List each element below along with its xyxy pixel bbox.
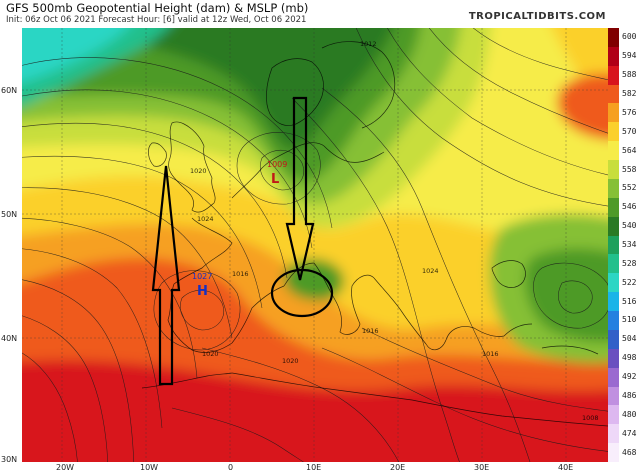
- colorbar-swatch: [608, 273, 619, 293]
- colorbar-label: 486: [622, 390, 637, 400]
- colorbar-swatch: [608, 329, 619, 350]
- colorbar-swatch: [608, 348, 619, 369]
- colorbar-label: 504: [622, 334, 637, 344]
- colorbar-label: 474: [622, 428, 637, 438]
- colorbar-label: 528: [622, 258, 637, 268]
- colorbar-label: 582: [622, 89, 637, 99]
- colorbar-swatch: [608, 28, 619, 48]
- lon-label: 10W: [140, 463, 159, 472]
- colorbar-swatch: [608, 84, 619, 104]
- colorbar-label: 468: [622, 447, 637, 457]
- isobar-label: 1016: [232, 270, 249, 278]
- header: GFS 500mb Geopotential Height (dam) & MS…: [0, 0, 640, 28]
- colorbar-label: 594: [622, 51, 637, 61]
- brand-watermark: TROPICALTIDBITS.COM: [468, 11, 606, 22]
- colorbar-swatch: [608, 160, 619, 180]
- colorbar-swatch: [608, 443, 619, 463]
- colorbar-label: 588: [622, 70, 637, 80]
- colorbar-label: 534: [622, 240, 637, 249]
- colorbar-label: 510: [622, 315, 637, 325]
- colorbar-label: 492: [622, 372, 637, 382]
- colorbar-label: 498: [622, 353, 637, 363]
- lon-label: 20E: [390, 463, 406, 472]
- arrow-up-annotation: [151, 165, 181, 386]
- high-pressure-letter: H: [197, 284, 208, 299]
- lat-label: 50N: [1, 210, 18, 219]
- map-title: GFS 500mb Geopotential Height (dam) & MS…: [6, 1, 309, 15]
- colorbar-label: 564: [622, 145, 637, 155]
- arrow-down-annotation: [285, 96, 315, 281]
- high-pressure-value: 1027: [192, 272, 212, 281]
- lat-label: 60N: [1, 86, 18, 95]
- lat-label: 30N: [1, 455, 18, 464]
- colorbar-swatch: [608, 122, 619, 142]
- colorbar-swatch: [608, 46, 619, 67]
- lon-label: 0: [228, 463, 234, 472]
- colorbar: 600 594 588 582 576 570 564 558 552 546 540 534 528 5…: [608, 28, 640, 463]
- colorbar-label: 558: [622, 164, 637, 174]
- isobars: [22, 28, 608, 462]
- low-pressure-center: 1009 L: [267, 160, 287, 187]
- isobar-label: 1020: [282, 357, 299, 365]
- colorbar-swatch: [608, 386, 619, 406]
- isobar-label: 1012: [360, 40, 377, 48]
- lon-label: 20W: [56, 463, 75, 472]
- lon-label: 40E: [558, 463, 574, 472]
- map-subtitle: Init: 06z Oct 06 2021 Forecast Hour: [6]…: [6, 15, 307, 25]
- colorbar-swatch: [608, 254, 619, 274]
- colorbar-label: 516: [622, 296, 637, 306]
- graticule: [22, 28, 608, 462]
- circle-annotation: [270, 268, 334, 318]
- colorbar-label: 570: [622, 126, 637, 136]
- low-pressure-letter: L: [271, 172, 279, 187]
- colorbar-swatch: [608, 405, 619, 425]
- lat-label: 40N: [1, 334, 18, 343]
- colorbar-swatch: [608, 103, 619, 123]
- colorbar-label: 546: [622, 202, 637, 212]
- colorbar-swatch: [608, 216, 619, 237]
- isobar-label-group: 1012 1020 1024 1016 1020 1016 1024 1020 …: [190, 40, 599, 422]
- colorbar-swatch: [608, 197, 619, 218]
- isobar-label: 1016: [362, 327, 379, 335]
- colorbar-label: 576: [622, 107, 637, 117]
- colorbar-swatch: [608, 141, 619, 161]
- colorbar-label: 522: [622, 277, 637, 287]
- colorbar-label: 552: [622, 183, 637, 193]
- isobar-label: 1024: [422, 267, 439, 275]
- colorbar-swatch: [608, 65, 619, 86]
- lon-label: 10E: [306, 463, 322, 472]
- annotations: [151, 96, 334, 386]
- colorbar-label: 480: [622, 409, 637, 419]
- isobar-label: 1016: [482, 350, 499, 358]
- lon-label: 30E: [474, 463, 490, 472]
- colorbar-swatch: [608, 292, 619, 312]
- colorbar-swatch: [608, 235, 619, 255]
- height-field: [22, 28, 608, 462]
- isobar-label: 1024: [197, 215, 214, 223]
- colorbar-label: 540: [622, 221, 637, 231]
- weather-map: 1012 1020 1024 1016 1020 1016 1024 1020 …: [22, 28, 608, 462]
- high-pressure-center: 1027 H: [192, 272, 212, 299]
- isobar-label: 1020: [190, 167, 207, 175]
- colorbar-swatch: [608, 178, 619, 199]
- colorbar-swatch: [608, 424, 619, 444]
- colorbar-label: 600: [622, 32, 637, 42]
- coastlines: [141, 41, 608, 427]
- map-canvas: 1012 1020 1024 1016 1020 1016 1024 1020 …: [22, 28, 608, 462]
- low-pressure-value: 1009: [267, 160, 287, 169]
- colorbar-swatch: [608, 367, 619, 387]
- colorbar-swatch: [608, 311, 619, 331]
- isobar-label: 1008: [582, 414, 599, 422]
- isobar-label: 1020: [202, 350, 219, 358]
